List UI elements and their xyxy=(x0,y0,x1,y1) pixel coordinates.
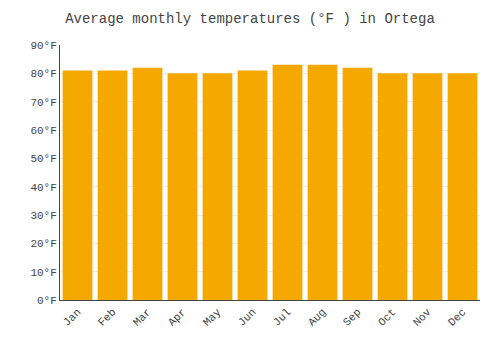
svg-text:Jan: Jan xyxy=(61,306,83,328)
svg-text:80°F: 80°F xyxy=(30,68,56,80)
svg-text:10°F: 10°F xyxy=(30,267,56,279)
svg-text:Jun: Jun xyxy=(236,306,258,328)
svg-text:May: May xyxy=(201,306,224,329)
svg-text:90°F: 90°F xyxy=(30,40,56,52)
svg-text:40°F: 40°F xyxy=(30,182,56,194)
svg-text:Average monthly temperatures (: Average monthly temperatures (°F ) in Or… xyxy=(65,11,435,27)
svg-text:Apr: Apr xyxy=(166,306,188,328)
svg-text:Mar: Mar xyxy=(131,306,153,328)
svg-text:70°F: 70°F xyxy=(30,97,56,109)
svg-text:20°F: 20°F xyxy=(30,238,56,250)
svg-text:60°F: 60°F xyxy=(30,125,56,137)
svg-text:Dec: Dec xyxy=(446,306,468,328)
svg-text:Aug: Aug xyxy=(306,306,328,328)
svg-text:Feb: Feb xyxy=(96,306,118,328)
svg-text:30°F: 30°F xyxy=(30,210,56,222)
svg-text:50°F: 50°F xyxy=(30,153,56,165)
svg-text:Sep: Sep xyxy=(341,306,363,328)
svg-text:Oct: Oct xyxy=(376,306,398,328)
svg-text:Jul: Jul xyxy=(271,306,293,328)
svg-text:0°F: 0°F xyxy=(37,295,57,307)
svg-text:Nov: Nov xyxy=(411,306,434,329)
